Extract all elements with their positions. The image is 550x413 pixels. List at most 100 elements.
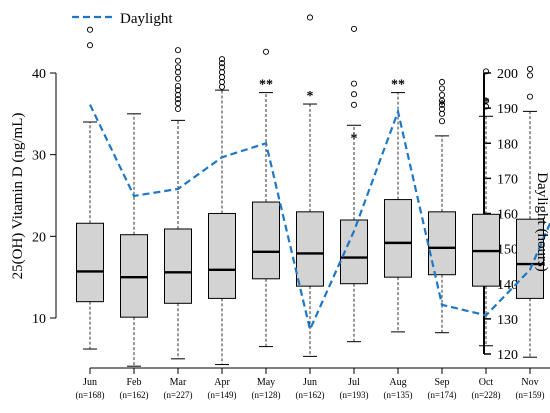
left-axis-tick-label: 10	[32, 312, 46, 327]
x-category-n: (n=227)	[163, 390, 192, 400]
significance-marker: *	[483, 95, 490, 110]
box-5: **	[252, 48, 280, 348]
x-category-month: Jul	[348, 377, 360, 388]
iqr-box	[516, 218, 544, 299]
left-axis-tick-label: 30	[32, 149, 46, 164]
outlier-point	[438, 101, 446, 108]
right-y-axis-title: Daylight (hours)	[534, 172, 550, 272]
outlier-point	[306, 14, 314, 21]
right-axis-tick-label: 120	[497, 348, 518, 363]
outlier-point	[262, 48, 270, 55]
outlier-point	[174, 64, 182, 71]
x-category-month: Oct	[479, 377, 494, 388]
significance-marker: *	[351, 131, 358, 146]
x-category-n: (n=168)	[75, 390, 104, 400]
x-category-n: (n=159)	[515, 390, 544, 400]
x-category-month: Mar	[170, 377, 187, 388]
x-category-month: Nov	[521, 377, 538, 388]
outlier-point	[526, 93, 534, 100]
outlier-point	[438, 97, 446, 104]
daylight-line	[89, 104, 550, 333]
box-8: **	[384, 78, 412, 333]
outlier-point	[86, 42, 94, 49]
right-axis-tick-label: 190	[497, 102, 518, 117]
iqr-box	[76, 222, 104, 303]
iqr-box	[120, 234, 148, 318]
iqr-box	[208, 212, 236, 299]
outlier-point	[174, 69, 182, 76]
left-y-axis-title: 25(OH) Vitamin D (ng/mL)	[10, 113, 26, 280]
x-category-n: (n=162)	[119, 390, 148, 400]
outlier-point	[438, 118, 446, 125]
outlier-point	[526, 65, 534, 72]
outlier-point	[438, 105, 446, 112]
outlier-point	[526, 72, 534, 79]
outlier-point	[174, 83, 182, 90]
x-category-month: May	[257, 377, 275, 388]
x-category-n: (n=162)	[295, 390, 324, 400]
outlier-point	[218, 74, 226, 81]
right-axis-tick-label: 160	[497, 208, 518, 223]
outlier-point	[174, 87, 182, 94]
box-1	[76, 26, 104, 350]
legend-daylight-label: Daylight	[120, 11, 173, 27]
outlier-point	[174, 96, 182, 103]
outlier-point	[350, 25, 358, 32]
iqr-box	[296, 211, 324, 287]
right-axis-tick-label: 170	[497, 172, 518, 187]
outlier-point	[218, 78, 226, 86]
outlier-point	[218, 60, 226, 67]
right-axis-tick-label: 140	[497, 278, 518, 293]
significance-marker: **	[391, 78, 405, 93]
x-category-n: (n=128)	[251, 390, 280, 400]
x-category-n: (n=193)	[339, 390, 368, 400]
x-category-month: Jun	[83, 377, 97, 388]
outlier-point	[218, 69, 226, 76]
outlier-point	[350, 101, 358, 108]
box-plot-series: ******* *	[76, 14, 544, 367]
outlier-point	[482, 103, 490, 110]
box-3	[164, 47, 192, 360]
x-category-month: Apr	[214, 377, 230, 388]
legend: Daylight	[72, 11, 173, 27]
outlier-point	[438, 85, 446, 92]
x-category-n: (n=228)	[471, 390, 500, 400]
outlier-point	[218, 83, 226, 90]
left-axis-tick-label: 20	[32, 230, 46, 245]
outlier-point	[218, 64, 226, 71]
outlier-point	[350, 80, 358, 87]
outlier-point	[174, 57, 182, 64]
box-10: *	[472, 68, 500, 347]
box-6: *	[296, 14, 324, 357]
box-9: *	[428, 78, 456, 334]
box-4	[208, 56, 236, 366]
box-7: *	[340, 25, 368, 343]
outlier-point	[350, 91, 358, 98]
x-category-n: (n=135)	[383, 390, 412, 400]
x-category-month: Sep	[435, 377, 450, 388]
outlier-point	[482, 97, 490, 104]
outlier-point	[174, 105, 182, 112]
right-axis-tick-label: 180	[497, 137, 518, 152]
left-y-axis: 10 20 30 40	[32, 67, 57, 327]
x-category-month: Aug	[389, 377, 406, 388]
outlier-point	[86, 26, 94, 33]
daylight-series	[89, 104, 550, 333]
x-axis-labels: Jun (n=168) Feb (n=162) Mar (n=227) Apr (n=149)…	[75, 367, 550, 400]
right-y-axis: 120 130 140 150 160 170 180 190 200	[483, 67, 518, 363]
x-category-month: Jun	[303, 377, 317, 388]
box-11	[516, 65, 544, 358]
box-2	[120, 113, 148, 367]
outlier-point	[174, 100, 182, 107]
significance-marker: *	[439, 98, 446, 113]
iqr-box	[252, 201, 280, 280]
significance-marker: *	[307, 89, 314, 104]
outlier-point	[438, 78, 446, 86]
right-axis-tick-label: 150	[497, 243, 518, 258]
iqr-box	[164, 228, 192, 304]
x-category-n: (n=149)	[207, 390, 236, 400]
right-axis-tick-label: 200	[497, 67, 518, 82]
outlier-point	[174, 47, 182, 54]
iqr-box	[384, 199, 412, 278]
outlier-point	[218, 56, 226, 63]
